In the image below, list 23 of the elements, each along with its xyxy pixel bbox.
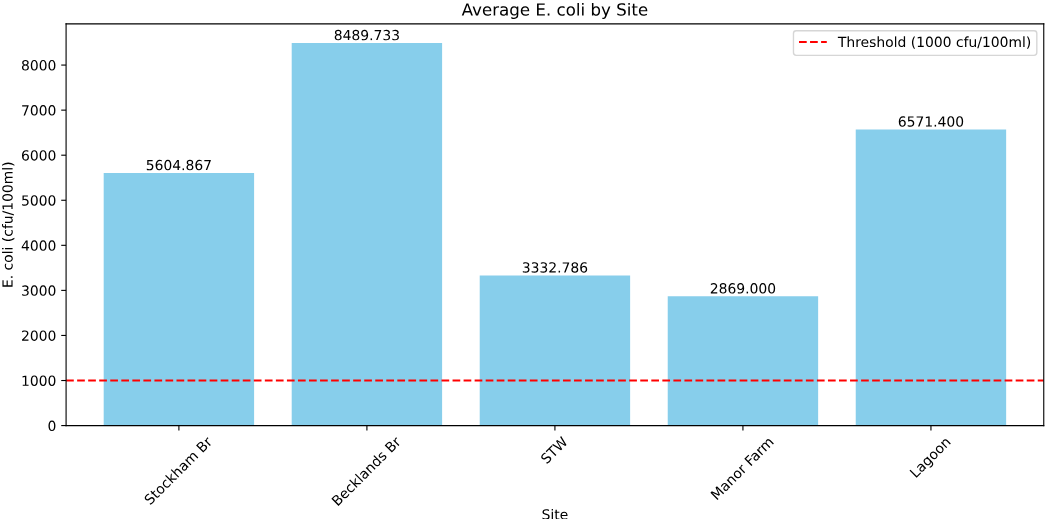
y-tick-label: 0 <box>48 420 56 432</box>
y-tick-label: 2000 <box>22 330 56 341</box>
legend-label: Threshold (1000 cfu/100ml) <box>837 36 1031 49</box>
data-label: 6571.400 <box>898 116 964 127</box>
y-axis-title: E. coli (cfu/100ml) <box>2 162 15 287</box>
x-axis-title: Site <box>542 508 568 519</box>
y-tick-label: 6000 <box>21 150 56 161</box>
data-label: 3332.786 <box>522 262 588 273</box>
bar <box>667 296 819 426</box>
bar <box>103 173 255 426</box>
y-tick-label: 4000 <box>21 240 56 251</box>
data-label: 2869.000 <box>710 283 776 294</box>
bar <box>291 43 443 426</box>
y-tick-label: 8000 <box>21 60 56 71</box>
y-tick-label: 7000 <box>22 105 56 116</box>
data-label: 5604.867 <box>146 159 211 171</box>
data-label: 8489.733 <box>334 29 399 41</box>
bar <box>855 129 1007 426</box>
y-tick-label: 3000 <box>22 285 56 296</box>
chart-title: Average E. coli by Site <box>461 2 648 20</box>
y-tick-label: 1000 <box>22 375 56 386</box>
bar <box>479 275 631 426</box>
y-tick-label: 5000 <box>22 195 56 206</box>
